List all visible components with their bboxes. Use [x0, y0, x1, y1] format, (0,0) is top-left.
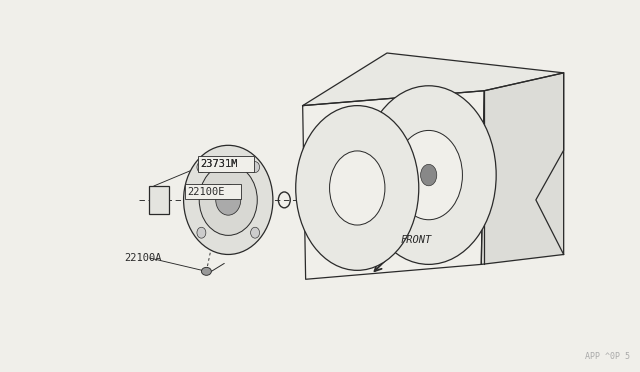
- Text: 22100E: 22100E: [188, 186, 225, 196]
- Ellipse shape: [330, 151, 385, 225]
- Ellipse shape: [296, 106, 419, 270]
- Polygon shape: [303, 53, 564, 106]
- Bar: [198, 156, 253, 172]
- Ellipse shape: [420, 164, 436, 186]
- Polygon shape: [303, 91, 484, 279]
- Ellipse shape: [197, 227, 206, 238]
- Text: 22100A: 22100A: [124, 253, 161, 263]
- Ellipse shape: [395, 131, 463, 220]
- Ellipse shape: [361, 86, 496, 264]
- Ellipse shape: [202, 267, 211, 275]
- Text: 23731M: 23731M: [200, 159, 237, 169]
- Bar: [186, 184, 241, 199]
- Polygon shape: [481, 73, 564, 264]
- Ellipse shape: [184, 145, 273, 254]
- Text: APP ^0P 5: APP ^0P 5: [586, 352, 630, 361]
- Ellipse shape: [199, 164, 257, 235]
- Ellipse shape: [251, 161, 260, 173]
- Text: 23731M: 23731M: [200, 159, 237, 169]
- Bar: [149, 186, 169, 214]
- Ellipse shape: [197, 161, 206, 173]
- Ellipse shape: [251, 227, 260, 238]
- Ellipse shape: [216, 185, 241, 215]
- Text: FRONT: FRONT: [401, 235, 432, 245]
